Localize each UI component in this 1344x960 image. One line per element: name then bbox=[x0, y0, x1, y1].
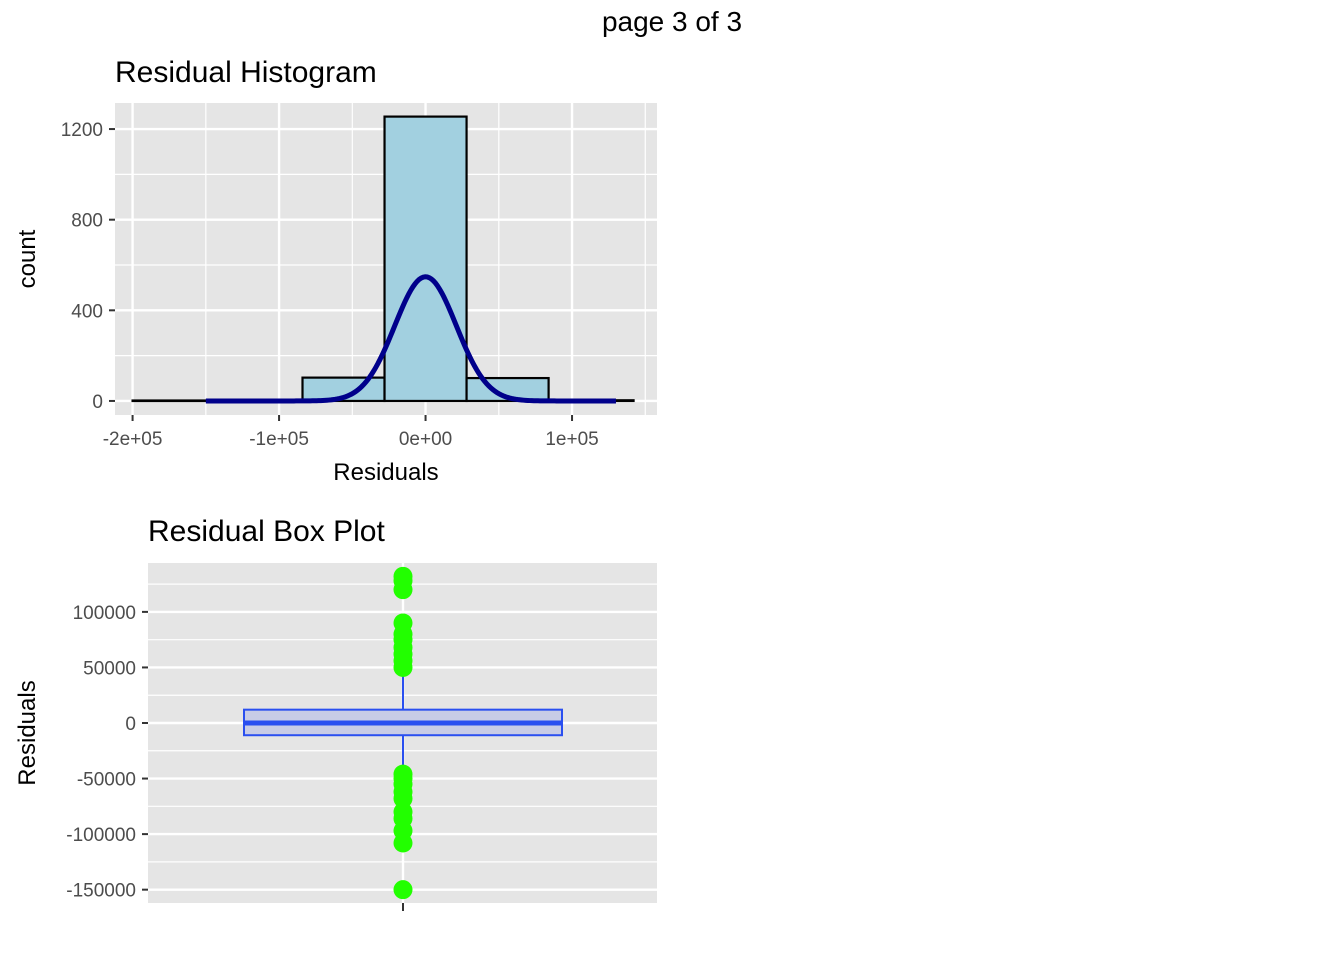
y-tick-label: 0 bbox=[125, 714, 136, 735]
outlier-point bbox=[393, 789, 413, 809]
outlier-point bbox=[393, 880, 413, 900]
histogram-y-axis-label: count bbox=[14, 229, 41, 288]
histogram-chart: Residual Histogram -2e+05 -1e+05 0e+00 1e+0… bbox=[14, 56, 657, 486]
boxplot-axes: 100000 50000 0 -50000 -100000 -150000 bbox=[66, 603, 404, 911]
boxplot-box bbox=[243, 675, 563, 772]
page-label: page 3 of 3 bbox=[601, 6, 743, 37]
y-tick-label: 100000 bbox=[73, 603, 136, 624]
y-tick-label: -100000 bbox=[66, 825, 136, 846]
y-tick-label: 400 bbox=[71, 301, 103, 322]
x-tick-label: -2e+05 bbox=[103, 429, 163, 450]
outlier-point bbox=[393, 580, 413, 600]
outlier-point bbox=[393, 833, 413, 853]
histogram-title: Residual Histogram bbox=[115, 56, 377, 89]
x-tick-label: 1e+05 bbox=[545, 429, 598, 450]
histogram-bar bbox=[383, 115, 468, 403]
boxplot-y-axis-label: Residuals bbox=[14, 680, 41, 785]
histogram-x-axis-label: Residuals bbox=[333, 459, 438, 486]
outlier-point bbox=[393, 657, 413, 677]
x-tick-label: -1e+05 bbox=[249, 429, 309, 450]
boxplot-chart: Residual Box Plot 100000 50000 0 -50000 -100… bbox=[14, 515, 657, 911]
histogram-axes: -2e+05 -1e+05 0e+00 1e+05 0 400 800 1200 bbox=[61, 120, 599, 450]
y-tick-label: 50000 bbox=[83, 658, 136, 679]
boxplot-outliers bbox=[393, 566, 413, 900]
histogram-normal-curve bbox=[205, 274, 616, 404]
y-tick-label: -50000 bbox=[77, 770, 136, 791]
x-tick-label: 0e+00 bbox=[399, 429, 452, 450]
y-tick-label: 0 bbox=[92, 392, 103, 413]
boxplot-title: Residual Box Plot bbox=[148, 515, 385, 548]
y-tick-label: 800 bbox=[71, 211, 103, 232]
y-tick-label: -150000 bbox=[66, 881, 136, 902]
y-tick-label: 1200 bbox=[61, 120, 103, 141]
